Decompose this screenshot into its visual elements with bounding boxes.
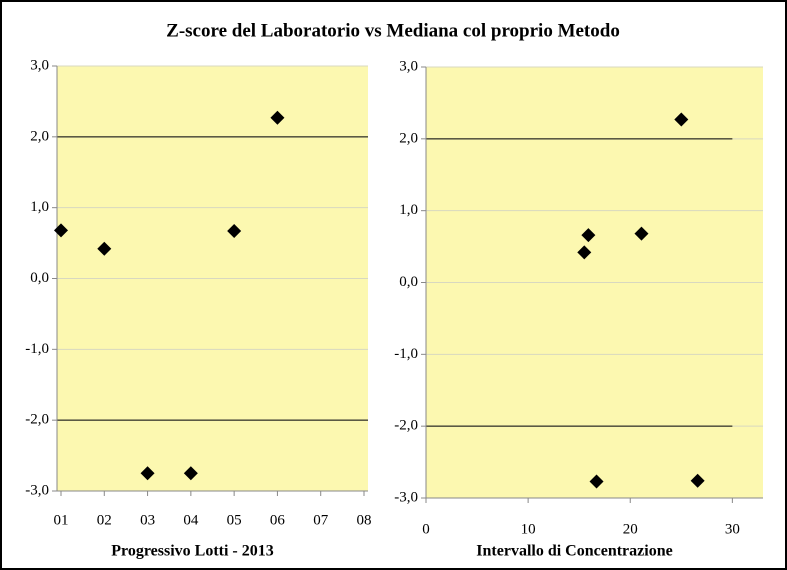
point (227, 224, 242, 239)
point (270, 110, 285, 125)
point (577, 245, 592, 260)
x-tick-label: 02 (97, 512, 112, 528)
x-tick-label: 20 (623, 521, 638, 537)
x-tick-label: 04 (183, 512, 199, 528)
point (690, 473, 705, 488)
y-tick-label: -1,0 (394, 346, 418, 362)
x-tick-label: 10 (521, 521, 536, 537)
x-tick-label: 30 (725, 521, 740, 537)
x-axis-label: Intervallo di Concentrazione (476, 543, 672, 560)
y-tick-label: 2,0 (399, 130, 418, 146)
y-tick-label: 0,0 (399, 274, 418, 290)
x-tick-label: 01 (54, 512, 69, 528)
x-tick-label: 03 (140, 512, 155, 528)
point (674, 112, 689, 127)
x-tick-label: 06 (270, 512, 286, 528)
y-tick-label: 1,0 (399, 202, 418, 218)
x-tick-label: 05 (227, 512, 242, 528)
x-tick-label: 07 (313, 512, 329, 528)
x-axis-label: Progressivo Lotti - 2013 (111, 543, 274, 560)
point (183, 466, 198, 481)
y-tick-label: 2,0 (30, 128, 49, 144)
y-tick-label: -1,0 (25, 341, 49, 357)
point (634, 226, 649, 241)
y-tick-label: -2,0 (394, 418, 418, 434)
x-tick-label: 0 (422, 521, 430, 537)
point (54, 223, 68, 238)
y-tick-label: -3,0 (394, 489, 418, 505)
y-tick-label: 0,0 (30, 270, 49, 286)
point (140, 466, 155, 481)
point (97, 241, 112, 256)
y-tick-label: 3,0 (399, 58, 418, 74)
x-tick-label: 08 (357, 512, 372, 528)
y-tick-label: 3,0 (30, 57, 49, 73)
point (589, 474, 604, 489)
point (581, 228, 596, 243)
chart-title: Z-score del Laboratorio vs Mediana col p… (166, 20, 620, 41)
y-tick-label: -3,0 (25, 482, 49, 498)
y-tick-label: 1,0 (30, 199, 49, 215)
y-tick-label: -2,0 (25, 412, 49, 428)
